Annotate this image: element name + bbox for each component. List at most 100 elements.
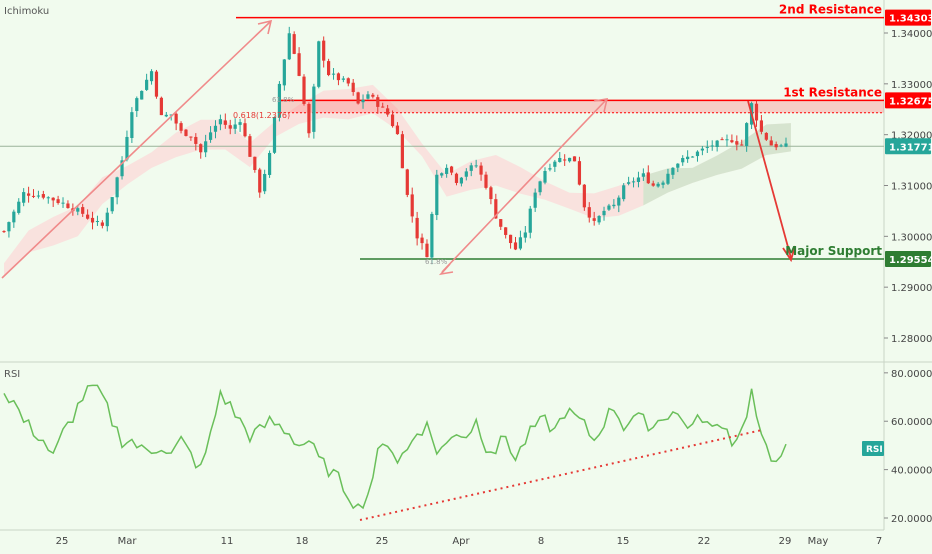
candle-down: [179, 123, 183, 131]
second-resistance-label: 2nd Resistance: [779, 3, 882, 17]
candle-up: [602, 210, 606, 216]
candle-down: [513, 242, 518, 250]
second-resistance-badge-bg: [885, 9, 931, 26]
price-tick-label: 1.31000: [891, 182, 932, 193]
candle-down: [194, 136, 198, 144]
candle-down: [346, 78, 350, 84]
candle-up: [745, 123, 749, 147]
first-resistance-badge: 1.32675: [889, 96, 932, 107]
candle-up: [140, 90, 144, 100]
rsi-tick-label: 60.0000: [891, 417, 932, 428]
candle-down: [253, 156, 257, 170]
candle-down: [651, 183, 655, 186]
candle-down: [504, 227, 508, 235]
candle-down: [499, 219, 503, 227]
first-resistance-badge-bg: [885, 92, 931, 109]
candle-down: [735, 141, 739, 145]
current-price-badge-bg: [885, 138, 931, 155]
candle-down: [292, 34, 296, 54]
candle-up: [213, 125, 218, 132]
candle-down: [327, 61, 331, 76]
candle-down: [371, 94, 375, 97]
candle-up: [149, 71, 154, 82]
candle-down: [449, 166, 454, 173]
candle-down: [223, 120, 227, 125]
candle-up: [208, 132, 213, 140]
time-tick-label: 22: [698, 536, 711, 547]
candle-up: [671, 167, 675, 175]
price-tick-label: 1.32000: [891, 131, 932, 142]
candles-layer: [2, 26, 788, 265]
candle-up: [779, 145, 783, 147]
candle-down: [577, 161, 582, 185]
candle-down: [484, 174, 488, 188]
time-tick-label: Apr: [452, 536, 470, 547]
candle-up: [46, 197, 50, 199]
candle-up: [36, 195, 41, 197]
candle-down: [420, 237, 424, 244]
rsi-tick-label: 20.0000: [891, 514, 932, 525]
candle-down: [41, 194, 45, 198]
bearish-arrow: [747, 100, 792, 259]
candle-down: [587, 207, 591, 218]
candle-up: [518, 237, 523, 249]
candle-up: [277, 83, 282, 118]
candle-down: [415, 217, 419, 239]
candle-up: [267, 152, 272, 175]
candle-down: [307, 103, 311, 134]
candle-up: [110, 197, 114, 212]
time-tick-label: 15: [617, 536, 630, 547]
candle-up: [287, 33, 291, 60]
first-resistance-label: 1st Resistance: [783, 85, 882, 99]
candle-up: [666, 173, 670, 184]
candle-up: [272, 117, 277, 153]
candle-up: [784, 143, 788, 147]
ichimoku-cloud: [4, 84, 791, 276]
candle-down: [56, 199, 60, 203]
candle-down: [258, 169, 262, 193]
candle-up: [105, 212, 109, 227]
candle-down: [592, 218, 596, 221]
candle-up: [622, 185, 626, 200]
candle-up: [469, 165, 473, 171]
candle-down: [351, 82, 355, 93]
candle-up: [440, 173, 444, 176]
time-tick-label: 7: [876, 536, 882, 547]
candle-up: [238, 122, 242, 125]
price-tick-label: 1.29000: [891, 283, 932, 294]
candle-down: [356, 92, 360, 104]
candle-down: [2, 231, 6, 233]
candle-down: [297, 53, 301, 76]
candle-up: [676, 163, 680, 168]
resistance-zone: [280, 100, 884, 113]
candle-down: [582, 184, 586, 208]
candle-down: [386, 108, 390, 115]
candle-up: [558, 157, 562, 162]
candle-down: [454, 173, 459, 183]
candle-up: [17, 201, 21, 213]
candle-down: [425, 243, 429, 258]
ichimoku-label: Ichimoku: [4, 6, 49, 17]
candle-down: [405, 169, 409, 195]
fib-label-c: 61.8%: [425, 258, 448, 266]
candle-up: [538, 181, 542, 193]
candle-down: [336, 73, 341, 81]
time-tick-label: 25: [56, 536, 69, 547]
candle-up: [204, 141, 208, 153]
candle-up: [631, 181, 636, 183]
candle-up: [710, 145, 714, 147]
candle-down: [322, 40, 326, 61]
candle-down: [100, 222, 104, 226]
candle-down: [764, 132, 768, 140]
candle-up: [705, 146, 709, 148]
candle-up: [548, 168, 552, 170]
candle-down: [572, 156, 577, 162]
candle-up: [528, 208, 532, 233]
candle-up: [553, 161, 557, 167]
time-tick-label: 18: [296, 536, 309, 547]
candle-down: [720, 139, 724, 141]
candle-up: [617, 197, 621, 206]
